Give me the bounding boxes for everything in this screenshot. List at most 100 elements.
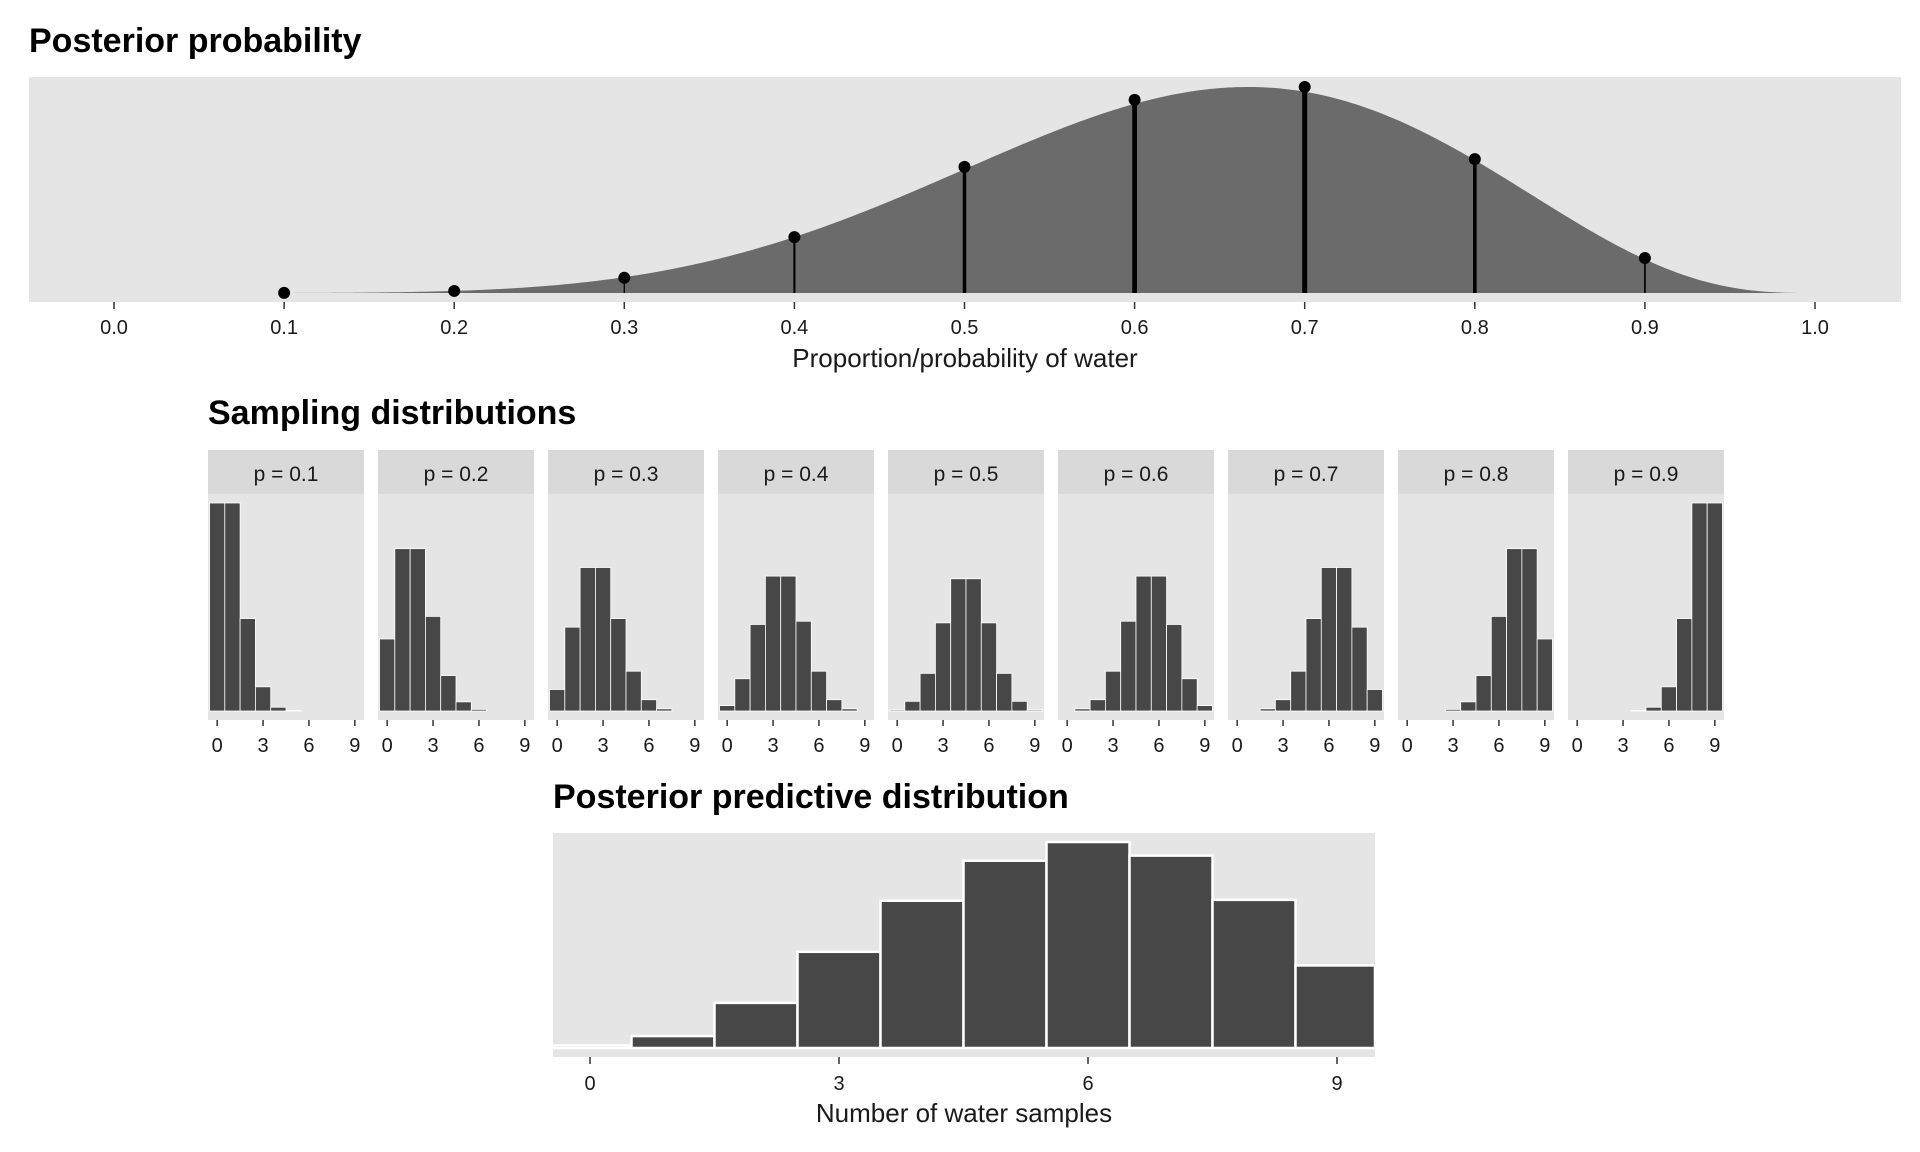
sampling-bar bbox=[1460, 701, 1477, 712]
sampling-bar bbox=[440, 675, 457, 712]
sampling-bar bbox=[1135, 575, 1152, 712]
predictive-bar bbox=[1045, 840, 1131, 1050]
facet-xtick-label: 0 bbox=[722, 735, 733, 757]
facet-xtick-label: 3 bbox=[1277, 735, 1288, 757]
facet-xtick-label: 0 bbox=[892, 735, 903, 757]
facet-xtick-label: 3 bbox=[597, 735, 608, 757]
facet-xtick-label: 6 bbox=[1493, 735, 1504, 757]
sampling-facet: p = 0.8 0 3 6 9 bbox=[1398, 450, 1554, 757]
facet-xtick-label: 9 bbox=[1199, 735, 1210, 757]
facet-xtick-label: 0 bbox=[1572, 735, 1583, 757]
sampling-facet: p = 0.5 0 3 6 9 bbox=[888, 450, 1044, 757]
facet-xtick-label: 3 bbox=[937, 735, 948, 757]
sampling-bar bbox=[1290, 670, 1307, 712]
sampling-bar bbox=[579, 567, 596, 712]
sampling-bar bbox=[965, 578, 982, 712]
sampling-bar bbox=[409, 548, 426, 712]
posterior-point bbox=[1638, 251, 1651, 264]
sampling-bar bbox=[285, 710, 302, 712]
facet-xtick-label: 6 bbox=[643, 735, 654, 757]
sampling-bar bbox=[1691, 502, 1708, 712]
predictive-bar bbox=[1128, 854, 1214, 1050]
predictive-xtick-label: 0 bbox=[584, 1073, 595, 1095]
facet-strip-label: p = 0.7 bbox=[1274, 463, 1339, 486]
sampling-bar bbox=[425, 616, 442, 712]
sampling-bar bbox=[1506, 548, 1523, 712]
facet-strip-label: p = 0.3 bbox=[594, 463, 659, 486]
sampling-bar bbox=[1305, 618, 1322, 712]
sampling-bar bbox=[625, 670, 642, 712]
sampling-bar bbox=[379, 638, 396, 712]
posterior-point bbox=[788, 231, 801, 244]
sampling-bar bbox=[1105, 670, 1122, 712]
sampling-bar bbox=[1366, 689, 1383, 712]
sampling-bar bbox=[549, 689, 566, 712]
sampling-bar bbox=[1630, 710, 1647, 712]
sampling-bar bbox=[734, 678, 751, 712]
facet-xtick-label: 0 bbox=[1402, 735, 1413, 757]
sampling-bar bbox=[1181, 678, 1198, 712]
predictive-bar bbox=[879, 899, 965, 1050]
facet-xtick-label: 0 bbox=[1232, 735, 1243, 757]
facet-xtick-label: 9 bbox=[689, 735, 700, 757]
sampling-bar bbox=[1074, 708, 1091, 712]
facet-xtick-label: 9 bbox=[859, 735, 870, 757]
facet-strip-label: p = 0.2 bbox=[424, 463, 489, 486]
posterior-xtick-label: 0.2 bbox=[440, 317, 468, 339]
sampling-facet: p = 0.7 0 3 6 9 bbox=[1228, 450, 1384, 757]
sampling-bar bbox=[795, 620, 812, 712]
sampling-bar bbox=[719, 705, 736, 712]
posterior-xtick-label: 0.1 bbox=[270, 317, 298, 339]
sampling-bar bbox=[394, 548, 411, 712]
facet-xtick-label: 9 bbox=[349, 735, 360, 757]
sampling-bar bbox=[1536, 638, 1553, 712]
sampling-bar bbox=[564, 626, 581, 712]
sampling-bar bbox=[595, 567, 612, 712]
posterior-xtick-label: 0.3 bbox=[610, 317, 638, 339]
sampling-bar bbox=[455, 701, 472, 712]
sampling-bar bbox=[935, 622, 952, 712]
sampling-bar bbox=[904, 700, 921, 712]
facet-xtick-label: 9 bbox=[1369, 735, 1380, 757]
facet-xtick-label: 0 bbox=[212, 735, 223, 757]
sampling-facet: p = 0.1 0 3 6 9 bbox=[208, 450, 364, 757]
predictive-xtick-label: 3 bbox=[833, 1073, 844, 1095]
sampling-bar bbox=[470, 708, 487, 712]
facet-strip bbox=[888, 450, 1044, 494]
posterior-xtick-label: 0.0 bbox=[100, 317, 128, 339]
sampling-facet: p = 0.3 0 3 6 9 bbox=[548, 450, 704, 757]
sampling-bar bbox=[239, 618, 256, 712]
sampling-bar bbox=[209, 502, 226, 712]
posterior-xtick-label: 0.4 bbox=[780, 317, 808, 339]
sampling-bar bbox=[1490, 616, 1507, 712]
facet-xtick-label: 9 bbox=[519, 735, 530, 757]
sampling-bar bbox=[1196, 705, 1213, 712]
predictive-bar bbox=[796, 950, 882, 1050]
facet-xtick-label: 6 bbox=[473, 735, 484, 757]
sampling-bar bbox=[749, 624, 766, 712]
sampling-bar bbox=[980, 622, 997, 712]
facet-strip-label: p = 0.1 bbox=[254, 463, 319, 486]
facet-xtick-label: 9 bbox=[1709, 735, 1720, 757]
sampling-facet: p = 0.2 0 3 6 9 bbox=[378, 450, 534, 757]
sampling-bar bbox=[841, 708, 858, 712]
sampling-bar bbox=[765, 575, 782, 712]
sampling-bar bbox=[1336, 567, 1353, 712]
facet-strip-label: p = 0.5 bbox=[934, 463, 999, 486]
sampling-bar bbox=[1259, 708, 1276, 712]
sampling-bar bbox=[224, 502, 241, 712]
facet-xtick-label: 9 bbox=[1539, 735, 1550, 757]
facet-strip bbox=[378, 450, 534, 494]
predictive-bar bbox=[713, 1001, 799, 1050]
sampling-bar bbox=[270, 706, 287, 712]
facet-xtick-label: 0 bbox=[552, 735, 563, 757]
sampling-bar bbox=[950, 578, 967, 712]
facet-xtick-label: 3 bbox=[1107, 735, 1118, 757]
sampling-bar bbox=[1351, 626, 1368, 712]
facet-strip bbox=[1398, 450, 1554, 494]
predictive-bar bbox=[962, 859, 1048, 1050]
sampling-bar bbox=[826, 699, 843, 712]
sampling-facet: p = 0.6 0 3 6 9 bbox=[1058, 450, 1214, 757]
facet-strip-label: p = 0.6 bbox=[1104, 463, 1169, 486]
